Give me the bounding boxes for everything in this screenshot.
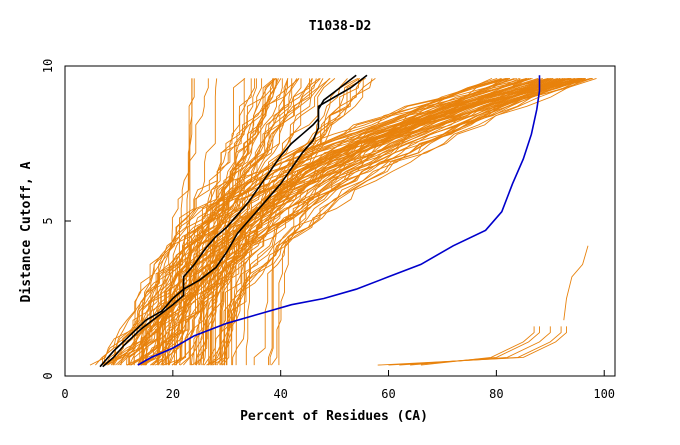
y-axis-ticks: 0 5 10 (41, 59, 71, 380)
model-trace (102, 78, 275, 366)
model-trace (176, 77, 580, 366)
x-tick-label: 40 (273, 387, 287, 401)
model-trace (245, 77, 593, 366)
x-tick-label: 60 (381, 387, 395, 401)
model-trace (138, 78, 256, 366)
model-trace (221, 77, 550, 366)
model-trace-low (420, 326, 535, 366)
model-trace (210, 77, 530, 366)
model-trace (103, 78, 298, 366)
series-line-0 (99, 74, 368, 368)
x-tick-label: 80 (489, 387, 503, 401)
model-trace (162, 78, 245, 366)
y-tick-label: 0 (41, 372, 55, 379)
series-line-2 (137, 75, 541, 366)
y-axis-label: Distance Cutoff, A (19, 161, 34, 302)
model-trace (269, 77, 591, 366)
x-axis-label: Percent of Residues (CA) (240, 409, 428, 424)
x-axis-ticks: 0 20 40 60 80 100 (61, 370, 615, 401)
x-tick-label: 20 (166, 387, 180, 401)
model-trace (214, 77, 580, 366)
model-trace (158, 78, 277, 366)
x-tick-label: 0 (61, 387, 68, 401)
y-tick-label: 5 (41, 217, 55, 224)
model-trace (271, 77, 539, 366)
highlight-traces (99, 74, 541, 368)
model-trace (128, 78, 289, 366)
model-trace (112, 78, 274, 366)
model-trace (129, 78, 195, 366)
chart-title: T1038-D2 (309, 19, 372, 34)
model-trace (167, 77, 592, 366)
model-trace (154, 78, 193, 366)
model-trace (142, 78, 313, 366)
x-tick-label: 100 (593, 387, 615, 401)
series-line-1 (102, 74, 357, 368)
model-trace (141, 77, 583, 366)
model-trace (101, 78, 209, 366)
model-trace (224, 77, 584, 366)
model-trace (160, 77, 506, 366)
model-traces (89, 77, 597, 366)
model-trace-tail (563, 245, 589, 321)
model-trace (253, 77, 570, 366)
model-trace (171, 78, 257, 366)
y-tick-label: 10 (41, 59, 55, 73)
